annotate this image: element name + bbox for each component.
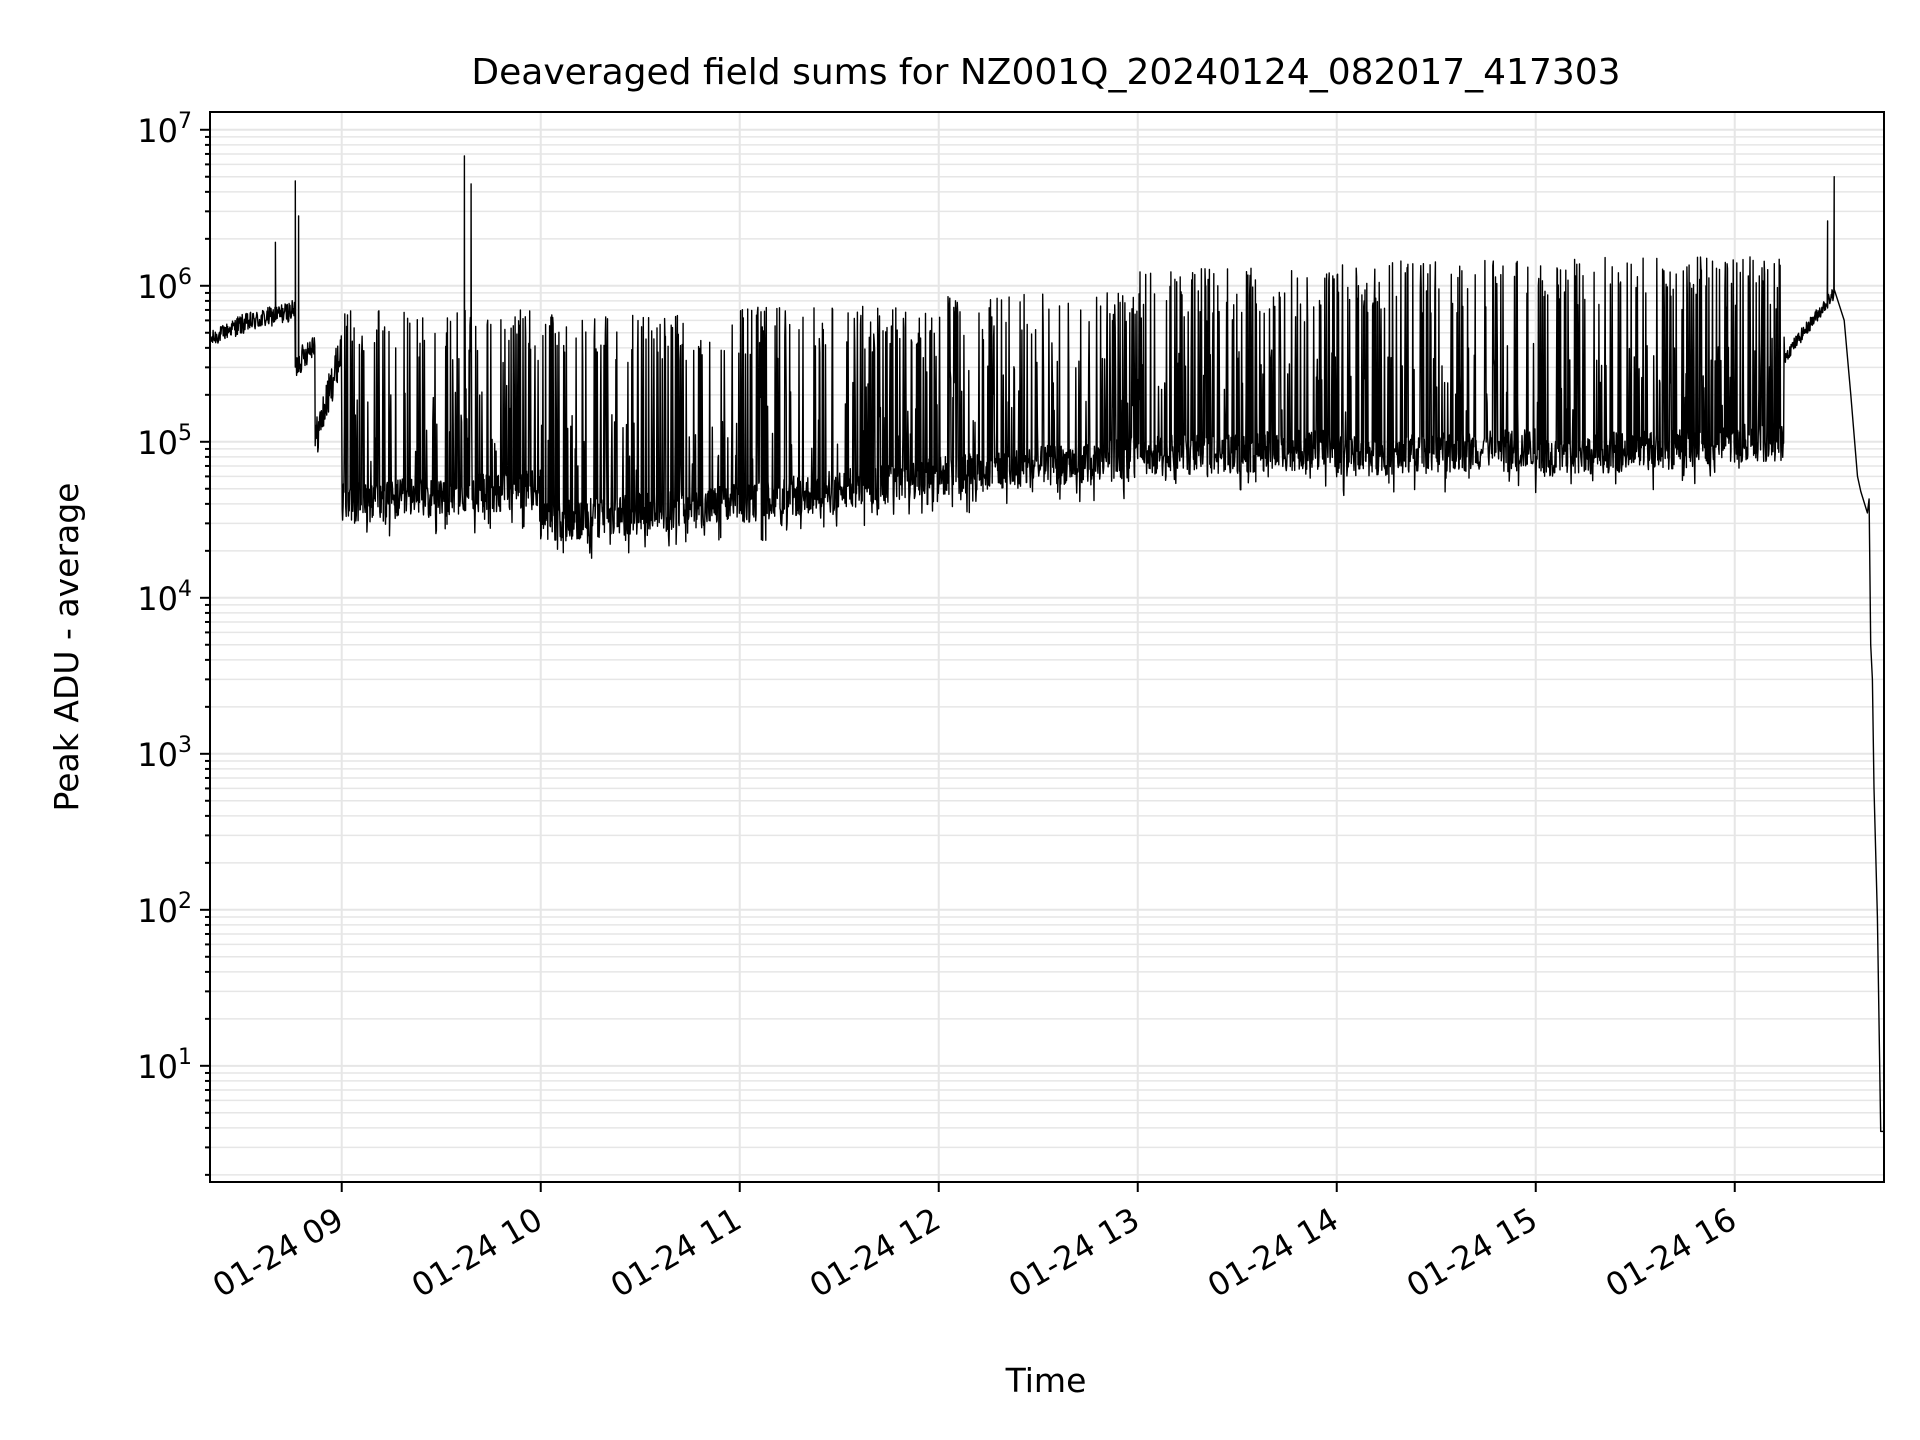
y-tick-label: 107 [137, 109, 192, 150]
chart-title: Deaveraged field sums for NZ001Q_2024012… [471, 52, 1620, 93]
plot-area [209, 155, 1884, 1133]
y-axis: 101 102 103 104 105 106 107 [137, 109, 210, 1176]
plot-frame [209, 111, 1885, 1183]
series-line [209, 155, 1884, 1133]
y-axis-label: Peak ADU - average [47, 483, 86, 812]
y-tick-label: 104 [137, 577, 192, 618]
x-axis-label: Time [1005, 1361, 1087, 1400]
y-tick-label: 101 [137, 1045, 192, 1086]
y-tick-label: 102 [137, 889, 192, 930]
y-tick-label: 106 [137, 265, 192, 306]
y-tick-label: 103 [137, 733, 192, 774]
y-tick-label: 105 [137, 421, 192, 462]
